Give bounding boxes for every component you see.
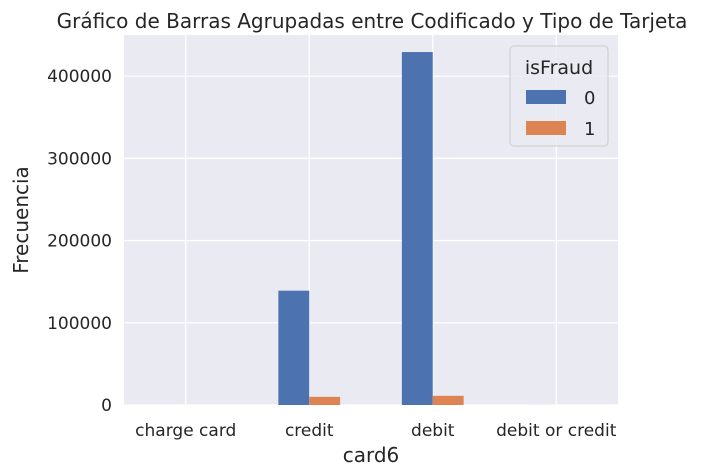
bars <box>154 52 557 406</box>
x-axis-label: card6 <box>343 443 400 467</box>
x-axis-ticks: charge card credit debit debit or credit <box>135 421 617 441</box>
x-tick-label: debit or credit <box>496 421 617 441</box>
legend-swatch-0 <box>526 90 566 104</box>
y-axis-label: Frecuencia <box>9 166 33 274</box>
x-tick-label: debit <box>411 421 455 441</box>
legend: isFraud 0 1 <box>509 45 609 147</box>
y-axis-ticks: 0 100000 200000 300000 400000 <box>47 67 112 416</box>
y-tick-label: 200000 <box>47 232 112 252</box>
y-tick-label: 400000 <box>47 67 112 87</box>
bar-credit-isfraud-0 <box>278 290 310 405</box>
bar-debit-isfraud-0 <box>401 52 433 406</box>
legend-swatch-1 <box>526 121 566 135</box>
y-tick-label: 0 <box>101 396 112 416</box>
x-tick-label: charge card <box>135 421 236 441</box>
legend-label-1: 1 <box>584 119 595 140</box>
bar-debit-isfraud-1 <box>432 395 464 405</box>
chart-title: Gráfico de Barras Agrupadas entre Codifi… <box>57 9 688 33</box>
legend-title: isFraud <box>525 57 593 79</box>
bar-credit-isfraud-1 <box>309 396 341 405</box>
x-tick-label: credit <box>285 421 334 441</box>
y-tick-label: 300000 <box>47 149 112 169</box>
y-tick-label: 100000 <box>47 314 112 334</box>
legend-label-0: 0 <box>584 88 595 109</box>
